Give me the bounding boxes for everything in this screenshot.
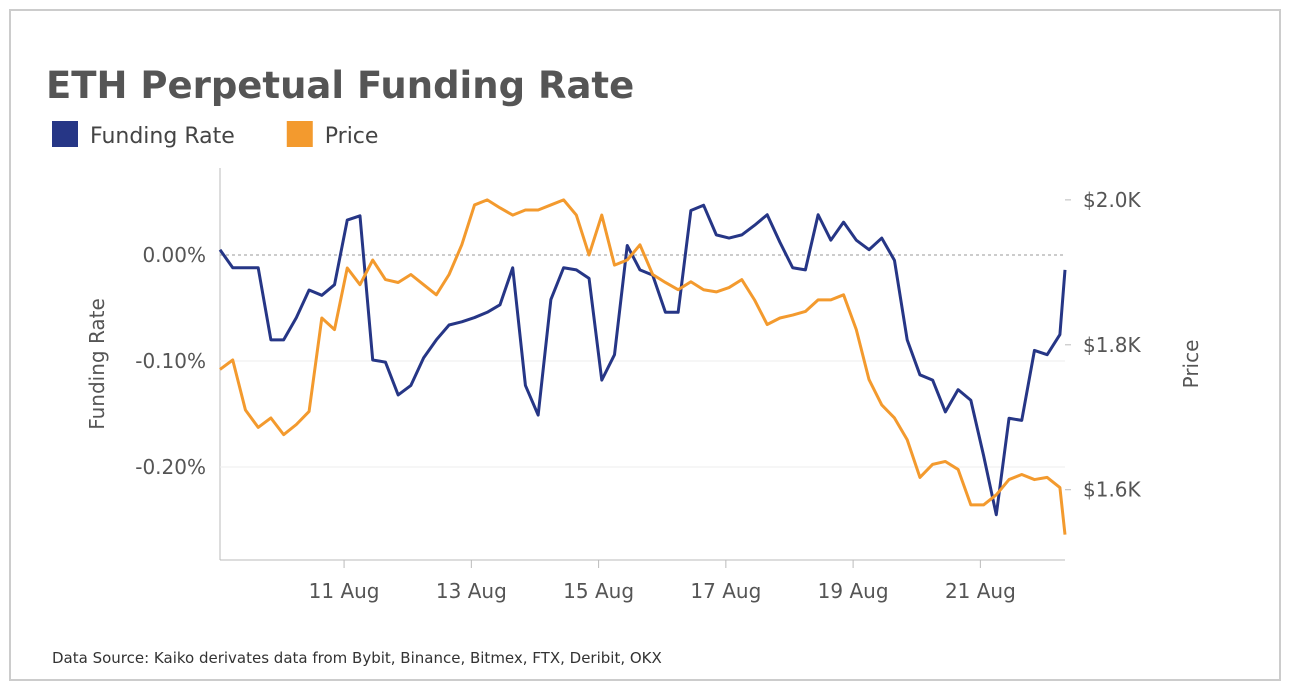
series-line [218, 203, 1067, 517]
legend-label: Funding Rate [90, 124, 235, 149]
y-tick-label: 0.00% [142, 243, 206, 267]
y2-tick-label: $1.8K [1083, 333, 1142, 357]
y-tick-label: -0.10% [135, 349, 206, 373]
y2-axis-label: Price [1179, 340, 1203, 389]
y-tick-label: -0.20% [135, 455, 206, 479]
x-tick-label: 21 Aug [945, 579, 1016, 603]
legend-swatch [286, 121, 313, 147]
y-axis-label: Funding Rate [85, 298, 109, 430]
y2-tick-label: $2.0K [1083, 188, 1142, 212]
x-tick-label: 13 Aug [436, 579, 507, 603]
chart-title: ETH Perpetual Funding Rate [46, 64, 634, 107]
series-line [219, 198, 1067, 535]
x-tick-label: 11 Aug [309, 579, 380, 603]
footnote: Data Source: Kaiko derivates data from B… [52, 649, 662, 667]
legend-label: Price [325, 124, 379, 149]
x-tick-label: 15 Aug [563, 579, 634, 603]
y2-tick-label: $1.6K [1083, 478, 1142, 502]
x-tick-label: 17 Aug [690, 579, 761, 603]
x-tick-label: 19 Aug [818, 579, 889, 603]
legend-swatch [52, 121, 78, 147]
